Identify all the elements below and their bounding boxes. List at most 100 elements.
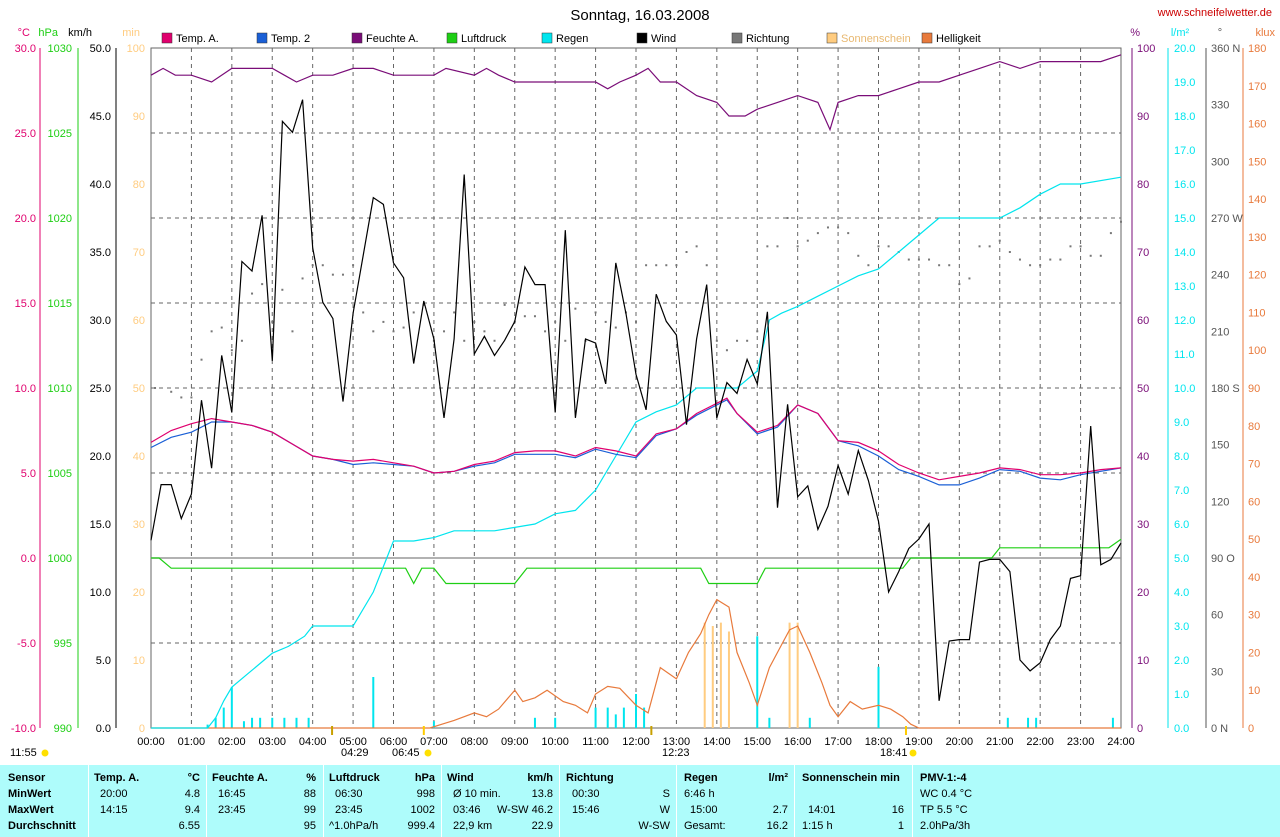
- line-wind: [150, 99, 1122, 701]
- time-tick: 02:00: [218, 736, 246, 748]
- point-richtung: [594, 311, 597, 314]
- pct-tick: 0: [1137, 723, 1143, 735]
- legend-swatch: [826, 32, 838, 44]
- point-richtung: [645, 264, 648, 267]
- legend-label: Helligkeit: [936, 33, 981, 45]
- point-richtung: [341, 273, 344, 276]
- point-richtung: [291, 330, 294, 333]
- deg-tick: 180 S: [1211, 383, 1240, 395]
- series-layer: [150, 54, 1122, 729]
- kmh-tick: 50.0: [90, 43, 111, 55]
- legend-swatch: [256, 32, 268, 44]
- klux-tick: 0: [1248, 723, 1254, 735]
- min-tick: 30: [133, 519, 145, 531]
- time-tick: 22:00: [1026, 736, 1054, 748]
- grid: [150, 47, 1122, 729]
- lm2-tick: 20.0: [1174, 43, 1195, 55]
- pct-tick: 60: [1137, 315, 1149, 327]
- klux-tick: 60: [1248, 496, 1260, 508]
- point-richtung: [665, 264, 668, 267]
- pct-tick: 40: [1137, 451, 1149, 463]
- point-richtung: [725, 349, 728, 352]
- time-tick: 18:00: [865, 736, 893, 748]
- point-richtung: [786, 217, 789, 219]
- klux-tick: 90: [1248, 383, 1260, 395]
- time-tick: 17:00: [824, 736, 852, 748]
- line-luftdruck: [151, 538, 1122, 585]
- klux-tick: 160: [1248, 119, 1266, 131]
- point-richtung: [352, 264, 355, 267]
- time-tick: 10:00: [541, 736, 569, 748]
- pct-unit: %: [1130, 27, 1140, 39]
- point-richtung: [321, 264, 324, 267]
- temp-tick: 15.0: [15, 298, 36, 310]
- hpa-tick: 1015: [48, 298, 72, 310]
- point-richtung: [220, 326, 223, 329]
- kmh-unit: km/h: [68, 27, 92, 39]
- point-richtung: [988, 245, 991, 248]
- point-richtung: [655, 264, 658, 267]
- min-tick: 60: [133, 315, 145, 327]
- pct-tick: 10: [1137, 655, 1149, 667]
- point-richtung: [493, 339, 496, 342]
- point-richtung: [766, 245, 769, 248]
- klux-tick: 170: [1248, 81, 1266, 93]
- time-tick: 03:00: [258, 736, 286, 748]
- deg-tick: 90 O: [1211, 553, 1235, 565]
- point-richtung: [382, 320, 385, 323]
- point-richtung: [978, 245, 981, 248]
- point-richtung: [1039, 264, 1042, 267]
- point-richtung: [776, 245, 779, 248]
- point-richtung: [281, 288, 284, 291]
- legend-swatch: [446, 32, 458, 44]
- time-tick: 19:00: [905, 736, 933, 748]
- sun-icon-sunset: [909, 749, 917, 757]
- point-richtung: [503, 303, 506, 306]
- point-richtung: [1089, 254, 1092, 257]
- axis-labels: 30.025.020.015.010.05.00.0-5.0-10.010301…: [11, 27, 1276, 735]
- kmh-tick: 5.0: [96, 655, 111, 667]
- line-helligkeit: [151, 598, 1121, 729]
- label-max: MaxWert: [8, 804, 54, 816]
- pct-tick: 20: [1137, 587, 1149, 599]
- point-richtung: [837, 226, 840, 229]
- point-richtung: [422, 303, 425, 306]
- temp-tick: -5.0: [17, 638, 36, 650]
- lm2-tick: 13.0: [1174, 281, 1195, 293]
- time-tick: 21:00: [986, 736, 1014, 748]
- point-richtung: [968, 277, 971, 280]
- point-richtung: [1120, 220, 1122, 223]
- legend-swatch: [731, 32, 743, 44]
- hpa-tick: 1020: [48, 213, 72, 225]
- point-richtung: [372, 330, 375, 333]
- lm2-tick: 7.0: [1174, 485, 1189, 497]
- point-richtung: [1049, 258, 1052, 261]
- time-tick: 06:00: [380, 736, 408, 748]
- stats-col-richtung: Richtung 00:30 S 15:46 W W-SW: [566, 772, 670, 832]
- point-richtung: [190, 396, 193, 399]
- line-feuchte-a: [150, 54, 1122, 132]
- lm2-tick: 16.0: [1174, 179, 1195, 191]
- point-richtung: [635, 320, 637, 323]
- point-richtung: [938, 264, 941, 267]
- time-tick: 07:00: [420, 736, 448, 748]
- stats-col-regen: Regen l/m² 6:46 h 15:00 2.7 Gesamt: 16.2: [684, 772, 788, 832]
- kmh-tick: 45.0: [90, 111, 111, 123]
- point-richtung: [362, 311, 365, 314]
- legend-swatch: [541, 32, 553, 44]
- point-richtung: [331, 273, 334, 276]
- lm2-tick: 18.0: [1174, 111, 1195, 123]
- point-richtung: [523, 315, 526, 318]
- min-tick: 70: [133, 247, 145, 259]
- klux-tick: 130: [1248, 232, 1266, 244]
- kmh-tick: 30.0: [90, 315, 111, 327]
- weather-chart: Sonntag, 16.03.2008 www.schneifelwetter.…: [10, 7, 1276, 759]
- point-richtung: [705, 264, 708, 267]
- point-richtung: [917, 258, 920, 261]
- lm2-unit: l/m²: [1171, 27, 1190, 39]
- site-url[interactable]: www.schneifelwetter.de: [1157, 7, 1272, 19]
- time-tick: 14:00: [703, 736, 731, 748]
- time-tick: 00:00: [137, 736, 165, 748]
- min-tick: 90: [133, 111, 145, 123]
